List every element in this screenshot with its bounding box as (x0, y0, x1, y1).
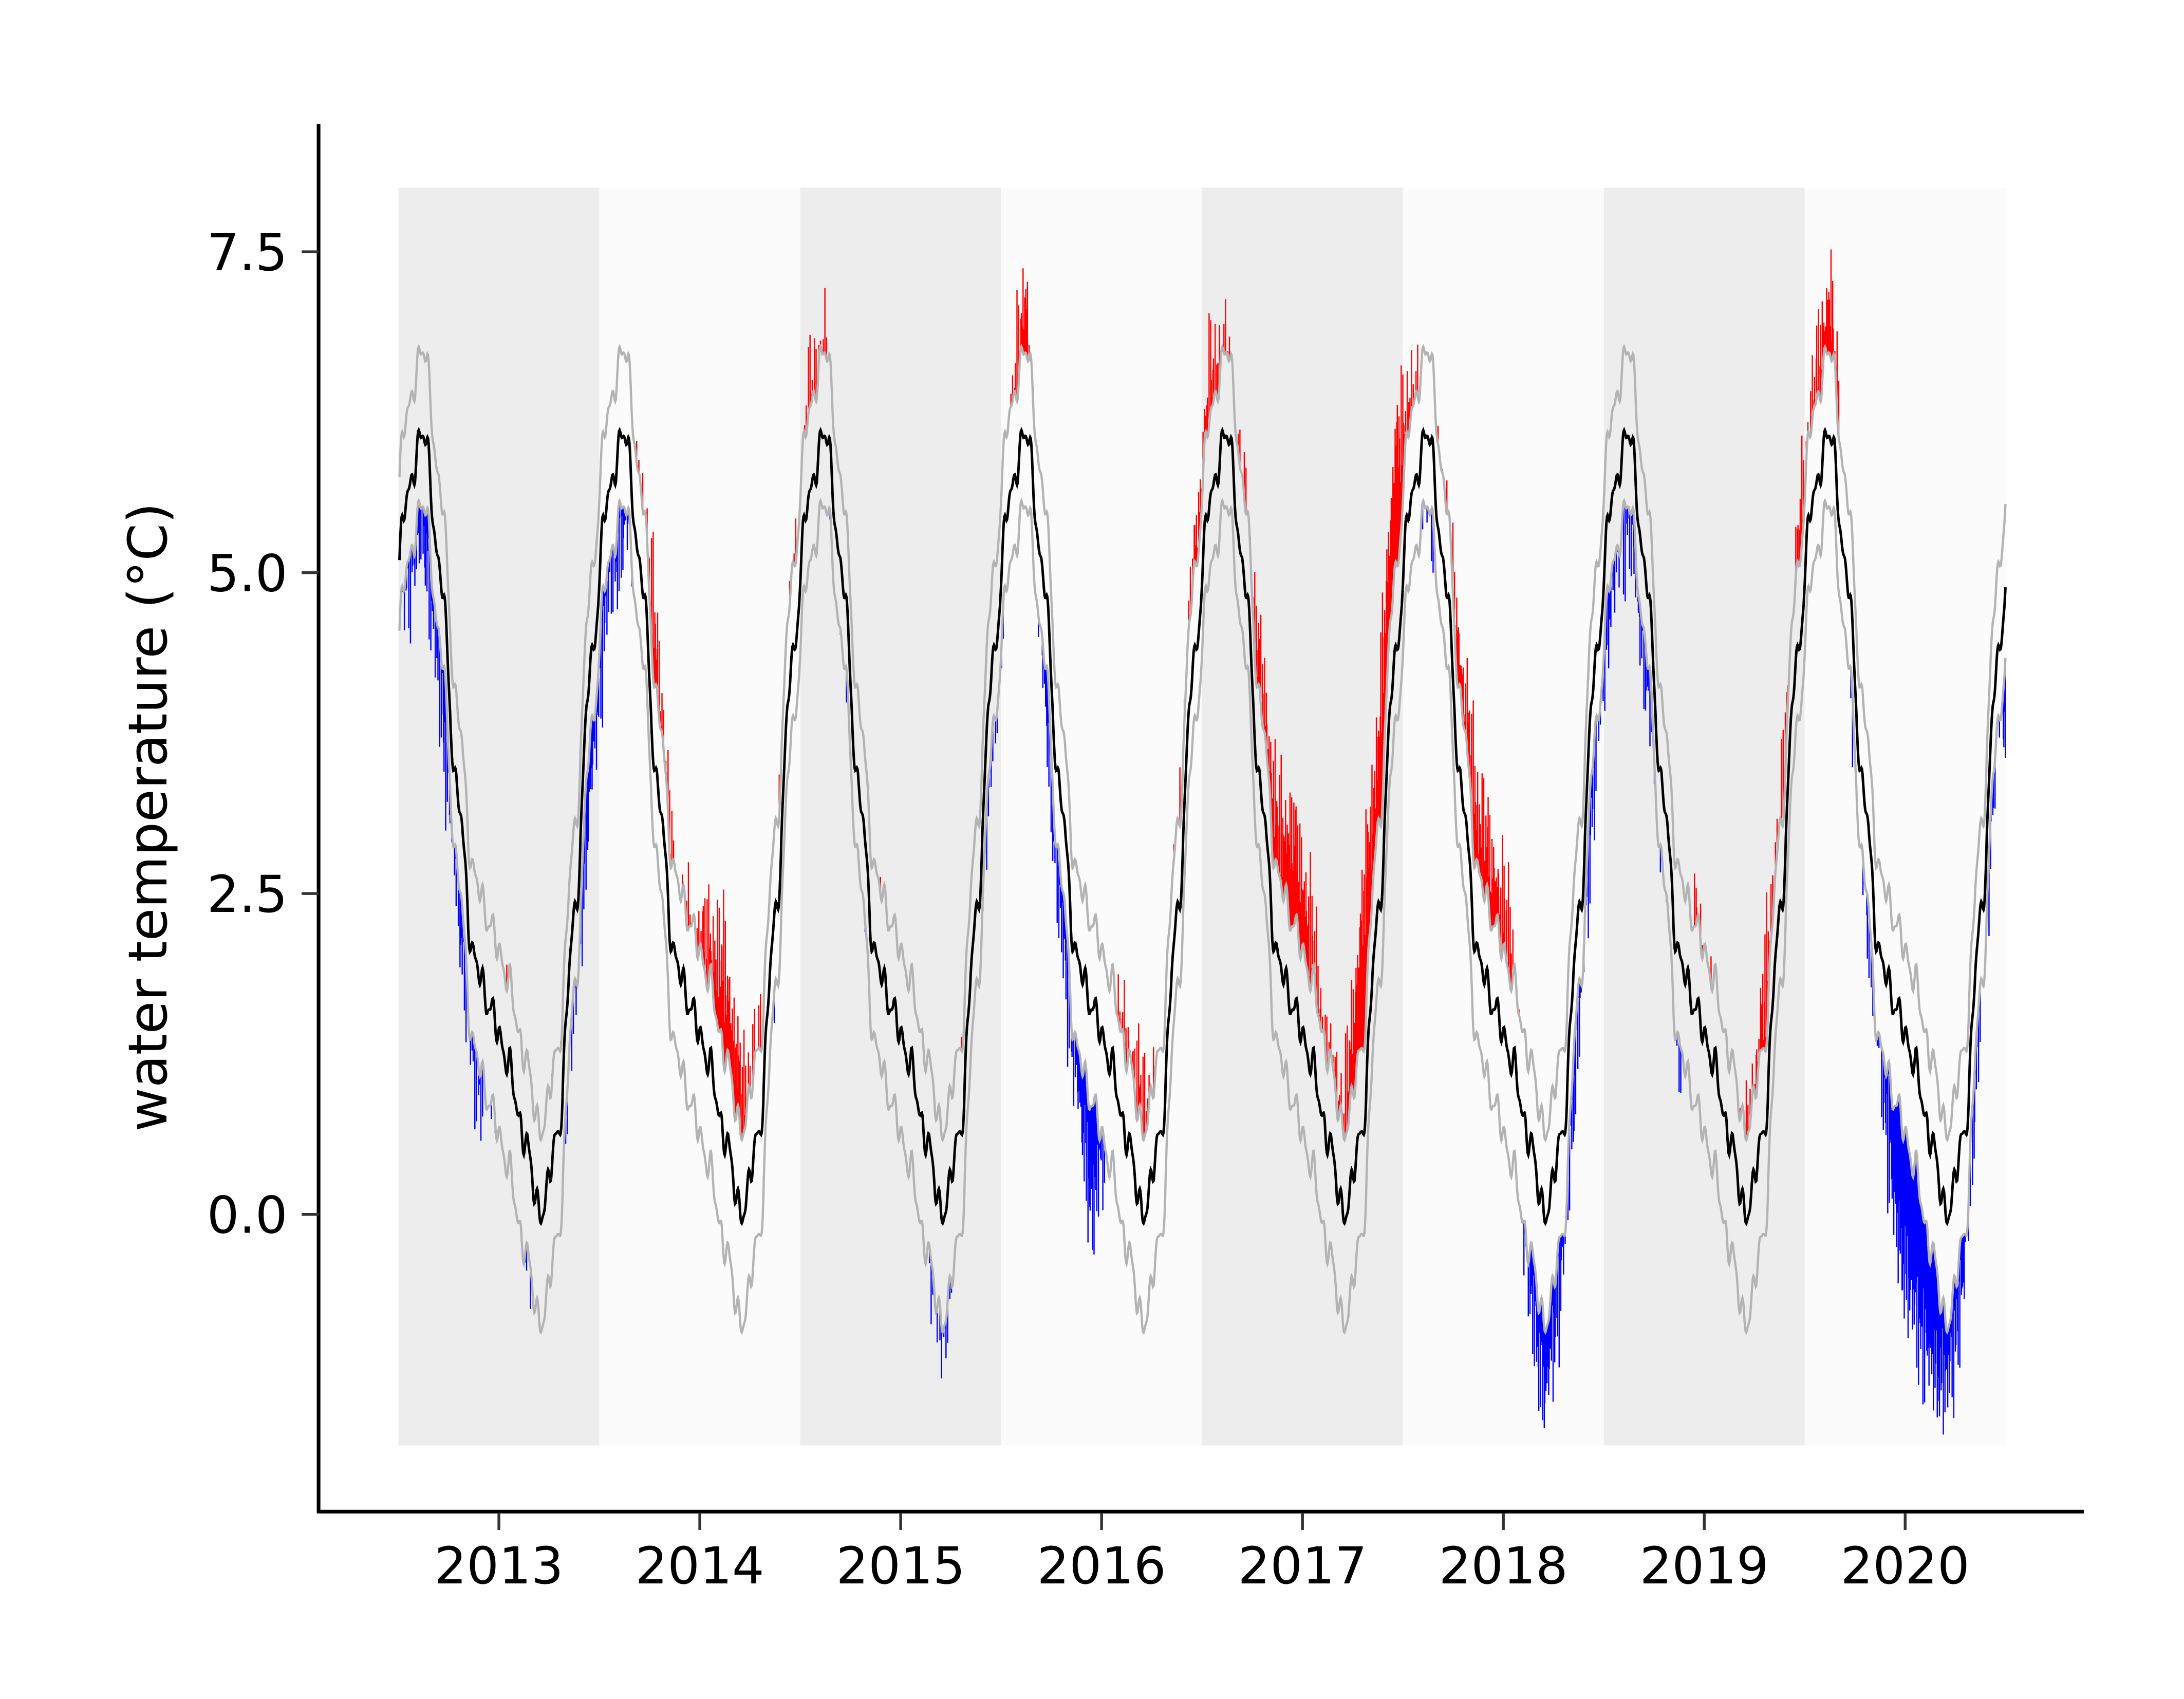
year-band (1403, 188, 1604, 1446)
y-tick-label: 2.5 (207, 865, 288, 924)
year-band (1202, 188, 1403, 1446)
lower-bound-line (398, 497, 2007, 1335)
y-axis-label: water temperature (°C) (117, 502, 179, 1131)
year-band (1603, 188, 1805, 1446)
y-tick-label: 7.5 (207, 223, 288, 283)
year-band (599, 188, 800, 1446)
year-bands (398, 188, 2006, 1446)
x-axis-ticks: 2013 2014 2015 2016 2017 2018 2019 2020 (434, 1513, 1970, 1596)
x-tick-label: 2020 (1841, 1537, 1970, 1596)
x-tick-label: 2018 (1439, 1537, 1568, 1596)
y-tick-label: 0.0 (207, 1186, 288, 1245)
year-band (800, 188, 1001, 1446)
year-band (398, 188, 600, 1446)
y-tick-label: 5.0 (207, 544, 288, 603)
year-band (1001, 188, 1202, 1446)
upper-bound-line (398, 343, 2007, 1143)
y-axis-ticks: 0.0 2.5 5.0 7.5 (207, 223, 319, 1245)
x-tick-label: 2017 (1238, 1537, 1367, 1596)
x-tick-label: 2019 (1640, 1537, 1769, 1596)
x-tick-label: 2015 (836, 1537, 965, 1596)
x-tick-label: 2016 (1037, 1537, 1166, 1596)
x-tick-label: 2014 (635, 1537, 764, 1596)
mean-line (398, 426, 2007, 1226)
x-tick-label: 2013 (434, 1537, 563, 1596)
